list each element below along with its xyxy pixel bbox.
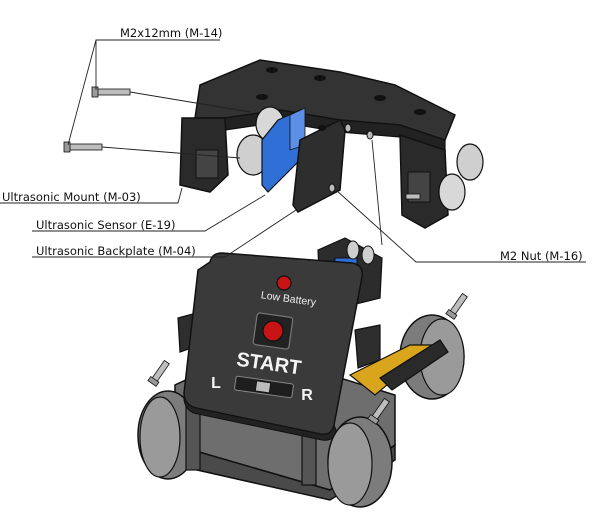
nut-leader (335, 189, 586, 263)
mount-hole-4 (374, 95, 386, 101)
callout-mount: Ultrasonic Mount (M-03) (2, 190, 141, 204)
loose-screw-bottom (367, 397, 390, 425)
sensor-cylinder-right-2 (438, 173, 466, 211)
mount-hole-2 (314, 75, 326, 81)
low-battery-led (276, 275, 292, 291)
loose-screw-right (445, 292, 468, 320)
m2x12-screw-bottom (63, 141, 103, 153)
rear-sensor-cylinder-2 (361, 245, 375, 265)
mount-leader (0, 187, 183, 204)
robot-chassis: Low Battery START L R (137, 237, 468, 508)
backplate-leader (32, 209, 297, 258)
ultrasonic-mount-assembly (63, 59, 484, 229)
sensor-leader (32, 194, 266, 232)
start-button[interactable] (262, 320, 284, 342)
screw-top-path (129, 91, 251, 113)
mount-left-slot (195, 149, 219, 179)
m2-nut-3 (344, 123, 352, 133)
callout-nut: M2 Nut (M-16) (500, 249, 583, 263)
mount-hole-1 (266, 67, 278, 73)
m2-nut-2 (366, 130, 374, 140)
wheel-front-left (137, 390, 199, 480)
lr-switch-knob[interactable] (254, 380, 272, 394)
leader-lines (0, 39, 586, 263)
switch-left-label: L (211, 375, 221, 392)
screw-leader-bracket (67, 39, 220, 146)
mount-hole-5 (414, 109, 426, 115)
wheel-front-right (327, 416, 393, 508)
switch-right-label: R (301, 387, 313, 404)
nut-leader-2 (371, 139, 383, 246)
control-plate-edge (183, 392, 337, 441)
m2x12-screw-top (91, 86, 131, 98)
rear-sensor-cylinder-1 (346, 240, 360, 260)
callout-screw: M2x12mm (M-14) (120, 26, 222, 40)
loose-screw-left (147, 359, 170, 387)
mount-hole-3 (256, 94, 268, 100)
m2-nut-1 (328, 183, 336, 193)
callout-backplate: Ultrasonic Backplate (M-04) (36, 244, 196, 258)
sensor-cylinder-right-1 (456, 143, 484, 181)
m2x12-screw-right (405, 193, 421, 200)
backplate-hole (318, 125, 326, 131)
pcb-black-arm (379, 339, 449, 391)
screw-bottom-path (101, 146, 241, 159)
callout-sensor: Ultrasonic Sensor (E-19) (36, 218, 175, 232)
